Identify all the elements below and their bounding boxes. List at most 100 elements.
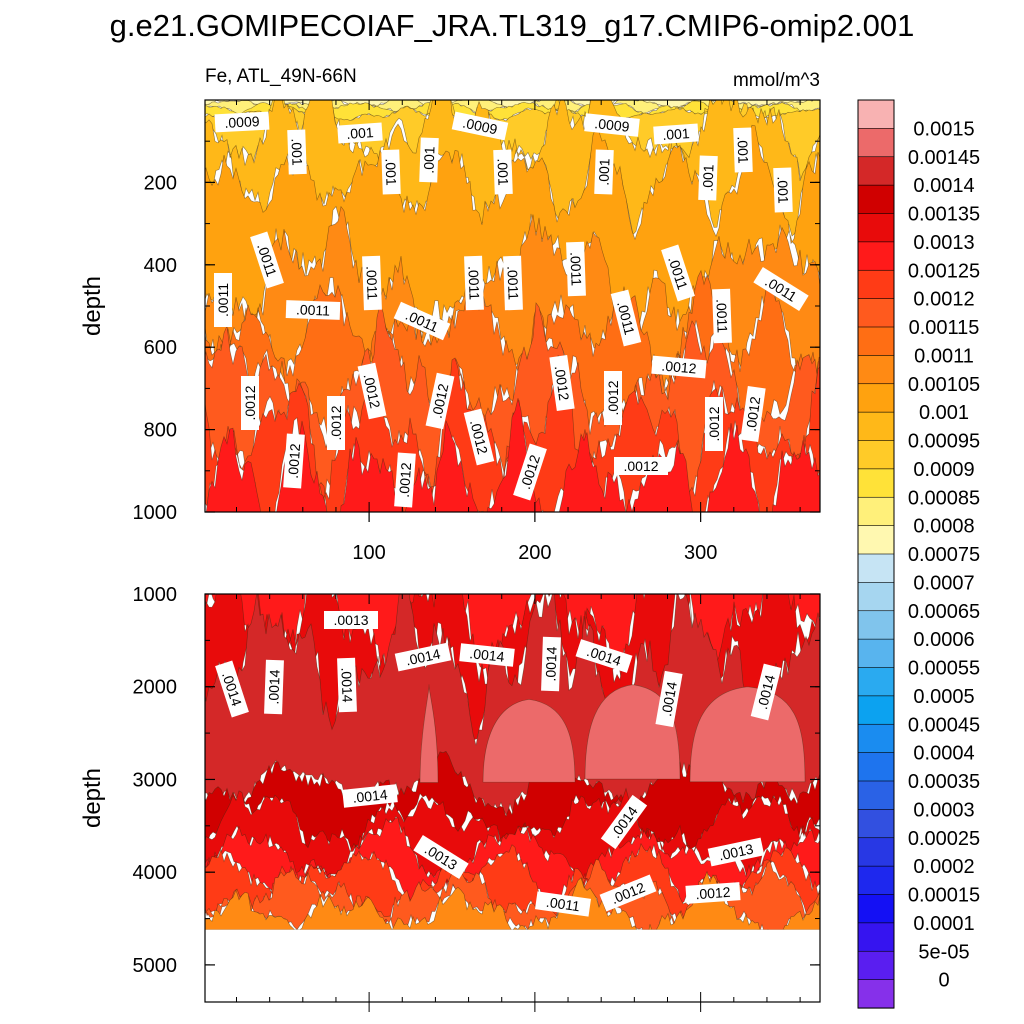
contour-label: .0012 [651, 355, 707, 379]
contour-label-text: .0009 [224, 113, 260, 131]
contour-label-box [394, 642, 452, 672]
y-tick-label: 1000 [133, 502, 178, 524]
contour-label: .0012 [604, 371, 622, 425]
contour-label: .001 [419, 137, 439, 183]
chart-title: g.e21.GOMIPECOIAF_JRA.TL319_g17.CMIP6-om… [110, 8, 915, 43]
colorbar-swatch [857, 411, 895, 442]
contour-label: .0011 [566, 241, 586, 297]
contour-label-box [753, 267, 809, 311]
y-tick-label: 4000 [133, 862, 178, 884]
contour-label-text: .0012 [743, 395, 764, 432]
contour-label-text: .0011 [567, 252, 584, 287]
contour-label: .0011 [503, 255, 523, 311]
bottom-contour-band [689, 686, 806, 783]
contour-label-box [215, 660, 249, 718]
contour-label: .0013 [324, 611, 378, 629]
contour-label-box [451, 111, 509, 141]
colorbar-swatch [857, 99, 895, 129]
contour-label-text: .0014 [404, 645, 442, 668]
contour-label-box [463, 408, 495, 466]
contour-label-text: .001 [289, 138, 306, 166]
contour-label-text: .001 [662, 125, 691, 143]
colorbar-swatch [857, 638, 895, 669]
contour-label-box [357, 362, 387, 420]
contour-label-text: .001 [346, 124, 375, 142]
contour-label-text: .001 [775, 176, 792, 204]
colorbar-swatch [857, 156, 895, 186]
top-panel: .0009 .001 .0009 .0009 .001 .001 .001 .001 .001.… [79, 99, 821, 564]
colorbar-label: 0.0012 [913, 289, 974, 311]
colorbar-swatch [857, 525, 895, 555]
bottom-axes: 1000 2000 3000 4000 5000 [133, 584, 820, 1012]
contour-label-text: .0011 [363, 266, 380, 301]
contour-label-box [419, 137, 439, 183]
contour-label: .001 [337, 122, 383, 144]
colorbar-swatch [857, 213, 895, 243]
colorbar-frame [857, 99, 895, 1009]
contour-label: .0011 [712, 288, 732, 344]
contour-label-box [513, 443, 547, 501]
contour-label-box [653, 123, 699, 145]
contour-label: .0012 [705, 397, 723, 451]
contour-label-box [599, 874, 657, 912]
contour-label: .0014 [337, 657, 357, 713]
colorbar-swatch [857, 809, 895, 839]
colorbar-label: 0.00135 [908, 204, 980, 226]
contour-label-box [283, 433, 305, 489]
panel-subtitle: Fe, ATL_49N-66N [205, 66, 357, 87]
contour-label-text: .0012 [328, 405, 344, 440]
bottom-contour-band [584, 684, 681, 780]
contour-label: .0012 [425, 372, 455, 430]
contour-label-text: .0013 [717, 840, 755, 863]
contour-label-text: .0012 [552, 365, 573, 402]
colorbar-label: 0.0005 [913, 686, 974, 708]
contour-label-text: .0014 [352, 786, 389, 806]
contour-label-box [604, 371, 622, 425]
colorbar-label: 0.001 [919, 402, 969, 424]
colorbar-swatch [857, 894, 895, 924]
contour-label-box [705, 397, 723, 451]
contour-label-box [535, 891, 591, 917]
seafloor-mask [205, 929, 820, 1002]
colorbar-swatch [857, 865, 895, 896]
contour-label-box [698, 155, 718, 201]
colorbar-swatch [857, 582, 895, 612]
contour-label-box [575, 639, 633, 673]
contour-label-box [740, 386, 766, 442]
bottom-contour-band [419, 684, 439, 783]
colorbar-label: 0.0007 [913, 572, 974, 594]
contour-label-box [773, 167, 793, 213]
colorbar-swatch [857, 695, 895, 725]
contour-label-text: .0012 [623, 458, 658, 474]
contour-label: .001 [733, 127, 753, 173]
contour-label-text: .0012 [242, 385, 258, 420]
colorbar-swatch [857, 979, 895, 1009]
contour-label-box [362, 255, 382, 311]
y-tick-label: 600 [144, 337, 177, 359]
colorbar-label: 0.00105 [908, 374, 980, 396]
bottom-plot-fill [205, 594, 820, 1002]
contour-label-box [707, 837, 765, 867]
contour-label-box [584, 113, 640, 137]
colorbar-label: 0.00145 [908, 147, 980, 169]
contour-label-text: .0011 [504, 266, 521, 301]
colorbar-swatch [857, 383, 895, 413]
contour-label-box [503, 255, 523, 311]
contour-label: .0012 [283, 433, 305, 489]
contour-label-text: .0012 [285, 443, 303, 479]
contour-label-text: .0012 [429, 382, 452, 420]
contour-label-box [337, 122, 383, 144]
contour-label: .0009 [451, 111, 509, 141]
contour-label-text: .0011 [215, 283, 231, 317]
contour-label-box [712, 288, 732, 344]
contour-label-box [214, 273, 232, 327]
contour-label-box [610, 289, 642, 347]
colorbar-label: 0.0011 [914, 345, 974, 367]
contour-label-box [250, 231, 284, 289]
colorbar-swatch [857, 496, 895, 527]
contour-label-text: .001 [596, 158, 613, 186]
contour-label-box [381, 149, 401, 195]
contour-label-text: .001 [735, 136, 752, 164]
colorbar-label: 0.0009 [913, 459, 974, 481]
